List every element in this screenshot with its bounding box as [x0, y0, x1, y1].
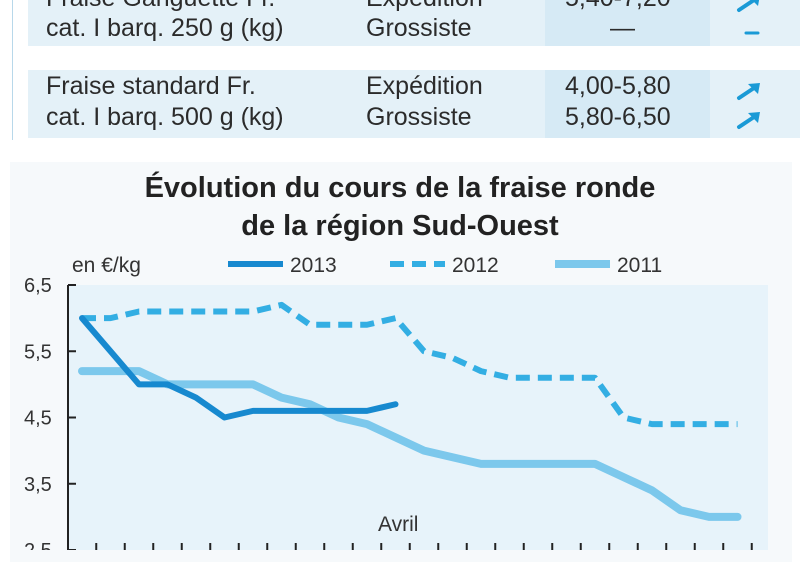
y-unit-label: en €/kg [72, 254, 141, 277]
table-row-divider [28, 46, 800, 48]
price-range: 4,00-5,80 [565, 72, 671, 100]
y-tick-label: 5,5 [24, 341, 52, 363]
up-arrow-icon [735, 109, 765, 131]
stage-label: Expédition [366, 72, 483, 100]
product-name: Fraise standard Fr. [46, 72, 256, 100]
price-range: 5,80-6,50 [565, 103, 671, 131]
y-tick-label: 2,5 [24, 540, 52, 550]
series-2012-line [82, 301, 738, 428]
product-name: Fraise Gariguette Fr. [46, 0, 275, 14]
dash-icon [742, 22, 772, 44]
price-column-band [545, 0, 710, 46]
price-range: 5,40-7,20 [565, 0, 671, 14]
table-left-rule [12, 0, 13, 140]
y-tick-label: 4,5 [24, 408, 52, 430]
plot-area [68, 285, 768, 550]
stage-label: Grossiste [366, 103, 472, 131]
y-tick-label: 6,5 [24, 275, 52, 297]
april-annotation: Avril [378, 513, 418, 536]
chart-title: Évolution du cours de la fraise ronde [144, 172, 656, 204]
stage-label: Expédition [366, 0, 483, 14]
price-table: Fraise Gariguette Fr. cat. I barq. 250 g… [0, 0, 800, 140]
up-arrow-icon [735, 0, 765, 14]
legend-label-2013: 2013 [290, 254, 337, 277]
y-tick-label: 3,5 [24, 474, 52, 496]
product-category: cat. I barq. 250 g (kg) [46, 14, 284, 42]
series-2011-line [78, 367, 742, 521]
up-arrow-icon [735, 80, 765, 102]
price-column-band [545, 70, 710, 138]
price-range: — [610, 14, 635, 42]
legend-label-2011: 2011 [617, 254, 662, 277]
product-category: cat. I barq. 500 g (kg) [46, 103, 284, 131]
chart-subtitle: de la région Sud-Ouest [241, 210, 559, 242]
line-chart: 2,5 3,5 4,5 5,5 6,5 2013 2012 2011 en €/kg Avr… [24, 254, 768, 550]
series-2013-line [79, 315, 399, 421]
legend-label-2012: 2012 [452, 254, 499, 277]
stage-label: Grossiste [366, 14, 472, 42]
